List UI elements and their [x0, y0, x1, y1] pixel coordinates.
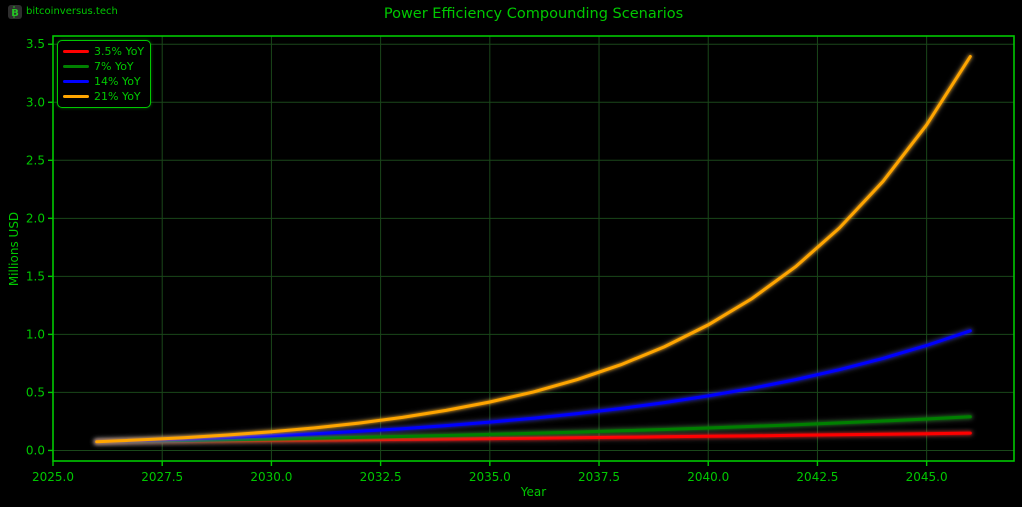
legend-swatch-14-yoy	[63, 79, 89, 84]
legend-item-21-yoy: 21% YoY	[63, 89, 144, 104]
bitcoin-icon: B	[8, 5, 22, 19]
y-tick-label: 0.5	[26, 385, 45, 399]
series-glow-21-yoy	[93, 53, 974, 445]
gridlines	[52, 36, 1014, 461]
legend-item-14-yoy: 14% YoY	[63, 74, 144, 89]
watermark-text: bitcoinversus.tech	[26, 6, 118, 17]
legend-label-21-yoy: 21% YoY	[94, 90, 141, 103]
legend-swatch-21-yoy	[63, 94, 89, 99]
x-tick-label: 2035.0	[469, 470, 511, 484]
x-tick-label: 2040.0	[687, 470, 729, 484]
legend-label-7-yoy: 7% YoY	[94, 60, 134, 73]
legend-label-3-5-yoy: 3.5% YoY	[94, 45, 145, 58]
tick-labels: 2025.0 2027.5 2030.0 2032.5 2035.0 2037.5 2040…	[26, 37, 948, 484]
axes	[48, 35, 1015, 466]
legend-swatch-7-yoy	[63, 64, 89, 69]
bitcoin-icon-letter: B	[11, 8, 19, 19]
x-axis-title: Year	[520, 485, 547, 499]
y-tick-label: 3.5	[26, 37, 45, 51]
y-tick-label: 0.0	[26, 443, 45, 457]
legend-swatch-3-5-yoy	[63, 49, 89, 54]
series-line-21-yoy	[95, 55, 972, 444]
x-tick-label: 2030.0	[250, 470, 292, 484]
series-lines	[93, 53, 974, 445]
y-tick-label: 3.0	[26, 95, 45, 109]
x-tick-label: 2025.0	[32, 470, 74, 484]
y-tick-label: 2.0	[26, 211, 45, 225]
legend-label-14-yoy: 14% YoY	[94, 75, 141, 88]
x-tick-label: 2037.5	[578, 470, 620, 484]
chart-title: Power Efficiency Compounding Scenarios	[383, 6, 684, 22]
y-axis-title: Millions USD	[7, 211, 21, 287]
x-tick-label: 2032.5	[360, 470, 402, 484]
legend-item-3-5-yoy: 3.5% YoY	[63, 44, 144, 59]
plot-border	[52, 35, 1015, 462]
legend-item-7-yoy: 7% YoY	[63, 59, 144, 74]
x-tick-label: 2042.5	[796, 470, 838, 484]
y-tick-label: 1.5	[26, 269, 45, 283]
watermark: B bitcoinversus.tech	[8, 5, 118, 19]
y-tick-label: 2.5	[26, 153, 45, 167]
y-tick-label: 1.0	[26, 327, 45, 341]
x-tick-label: 2045.0	[906, 470, 948, 484]
x-tick-label: 2027.5	[141, 470, 183, 484]
legend: 3.5% YoY 7% YoY 14% YoY 21% YoY	[57, 40, 152, 108]
